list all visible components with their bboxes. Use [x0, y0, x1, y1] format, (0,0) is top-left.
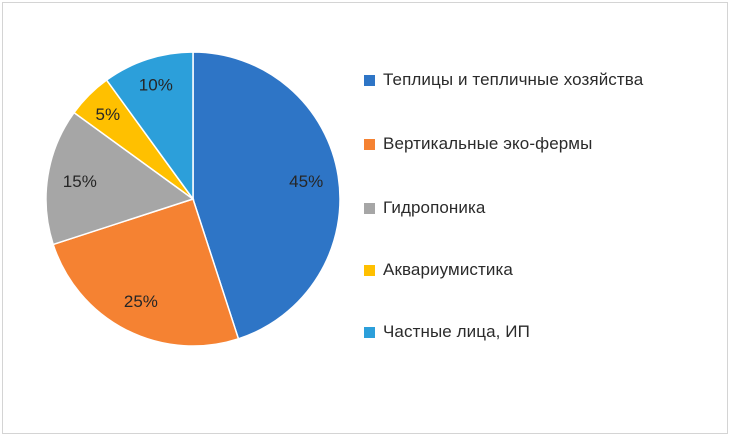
legend-label-hydroponics: Гидропоника: [383, 198, 486, 217]
legend-label-aquaristics: Аквариумистика: [383, 260, 513, 279]
legend-item-private-persons: Частные лица, ИП: [364, 320, 530, 344]
pie-slices: [45, 51, 341, 347]
data-label-greenhouses: 45%: [289, 172, 323, 191]
pie-slice-private-persons: [105, 51, 194, 202]
data-label-private-persons: 10%: [139, 75, 173, 94]
legend-swatch-private-persons: [364, 326, 375, 338]
legend-swatch-vertical-farms: [364, 138, 375, 150]
legend: Теплицы и тепличные хозяйства Вертикальн…: [364, 46, 704, 366]
pie-data-labels: 45% 25% 15% 5% 10%: [63, 75, 323, 311]
legend-item-hydroponics: Гидропоника: [364, 196, 486, 220]
pie-slice-vertical-farms: [52, 198, 240, 347]
legend-label-vertical-farms: Вертикальные эко-фермы: [383, 134, 593, 153]
data-label-aquaristics: 5%: [96, 105, 121, 124]
legend-item-greenhouses: Теплицы и тепличные хозяйства: [364, 68, 643, 92]
legend-swatch-greenhouses: [364, 74, 375, 86]
data-label-vertical-farms: 25%: [124, 292, 158, 311]
legend-swatch-aquaristics: [364, 264, 375, 276]
legend-item-aquaristics: Аквариумистика: [364, 258, 513, 282]
pie-slice-hydroponics: [45, 111, 195, 246]
legend-swatch-hydroponics: [364, 202, 375, 214]
pie-slice-greenhouses: [192, 51, 341, 340]
legend-label-private-persons: Частные лица, ИП: [383, 322, 530, 341]
data-label-hydroponics: 15%: [63, 172, 97, 191]
legend-item-vertical-farms: Вертикальные эко-фермы: [364, 132, 592, 156]
legend-label-greenhouses: Теплицы и тепличные хозяйства: [383, 70, 644, 89]
